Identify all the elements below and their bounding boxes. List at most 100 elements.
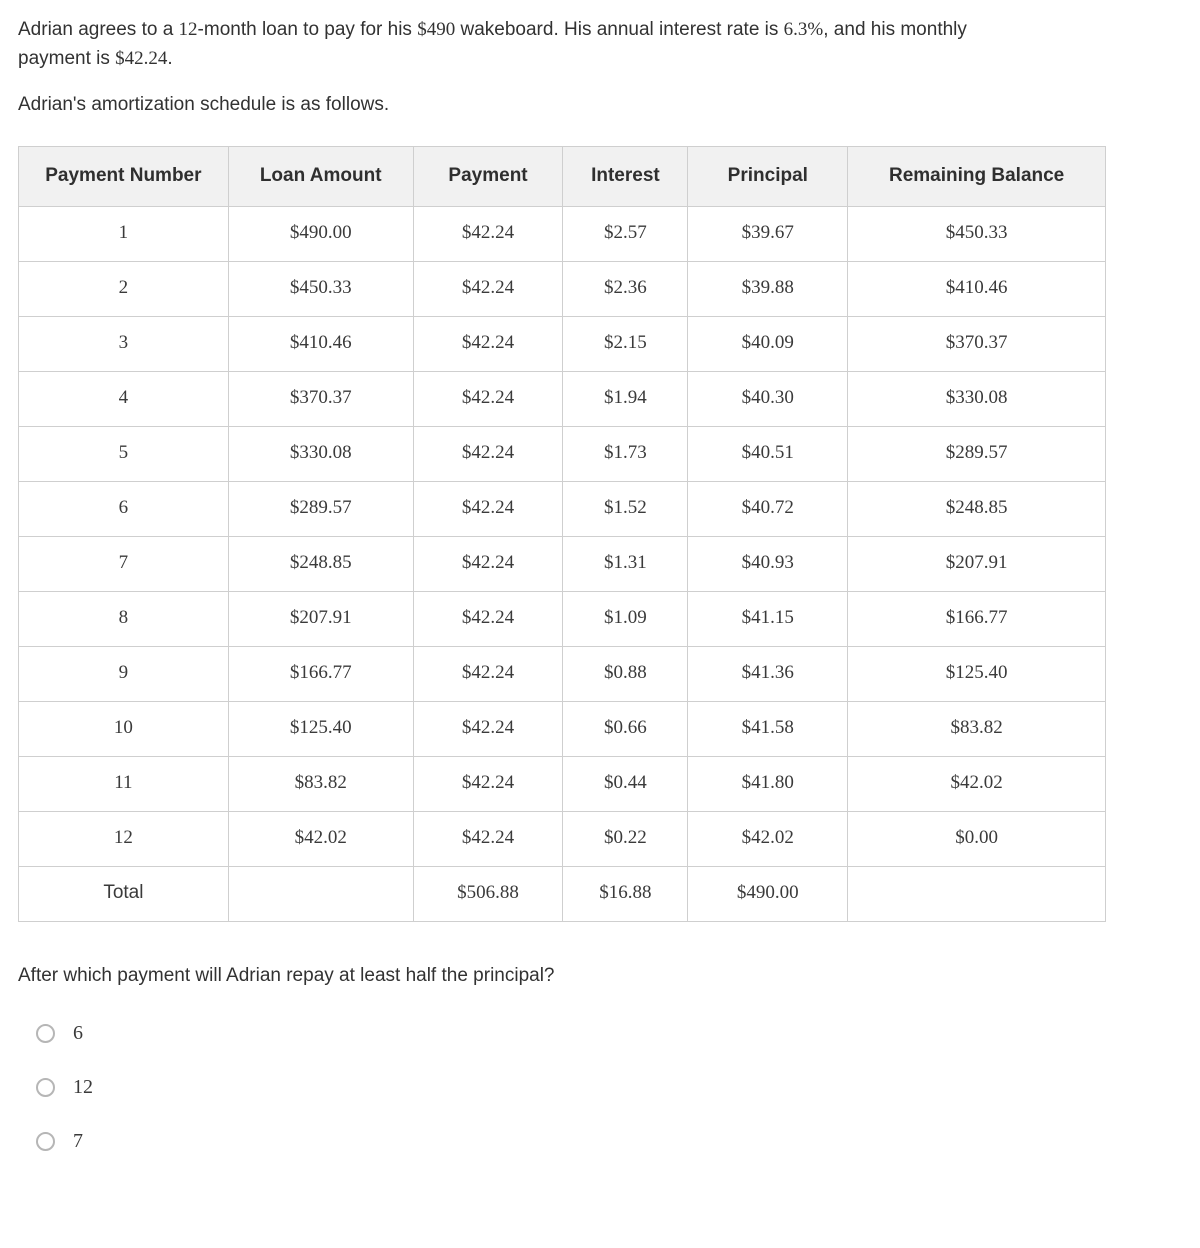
answer-options: 6 12 7 (18, 1018, 1182, 1156)
text: Adrian agrees to a (18, 19, 179, 40)
table-cell: $16.88 (563, 866, 688, 921)
table-cell: $42.24 (413, 811, 563, 866)
monthly-payment: $42.24 (115, 48, 167, 69)
table-cell: $0.22 (563, 811, 688, 866)
loan-months: 12 (179, 19, 198, 40)
table-cell: $42.24 (413, 481, 563, 536)
table-row: 8$207.91$42.24$1.09$41.15$166.77 (19, 591, 1106, 646)
table-row: Total $506.88$16.88$490.00 (19, 866, 1106, 921)
table-cell: $410.46 (848, 261, 1106, 316)
table-cell: $490.00 (688, 866, 848, 921)
option-row[interactable]: 6 (36, 1018, 1182, 1048)
table-cell: $1.52 (563, 481, 688, 536)
table-row: 10$125.40$42.24$0.66$41.58$83.82 (19, 701, 1106, 756)
amortization-table: Payment Number Loan Amount Payment Inter… (18, 146, 1106, 922)
table-cell: $289.57 (228, 481, 413, 536)
table-cell: $0.66 (563, 701, 688, 756)
table-cell: $450.33 (228, 261, 413, 316)
table-cell: $506.88 (413, 866, 563, 921)
table-cell: $41.36 (688, 646, 848, 701)
table-cell: $40.30 (688, 371, 848, 426)
col-header-loan-amount: Loan Amount (228, 146, 413, 206)
option-label: 7 (73, 1126, 83, 1156)
table-row: 5$330.08$42.24$1.73$40.51$289.57 (19, 426, 1106, 481)
problem-statement: Adrian agrees to a 12-month loan to pay … (18, 16, 1182, 73)
table-cell: 5 (19, 426, 229, 481)
table-cell: $2.15 (563, 316, 688, 371)
table-cell: $41.15 (688, 591, 848, 646)
text: , and his monthly (823, 19, 967, 40)
table-cell: $490.00 (228, 206, 413, 261)
text: . (167, 48, 172, 69)
table-cell: 3 (19, 316, 229, 371)
table-cell: $410.46 (228, 316, 413, 371)
table-cell: $370.37 (848, 316, 1106, 371)
table-cell: $42.24 (413, 316, 563, 371)
table-cell: $40.93 (688, 536, 848, 591)
option-row[interactable]: 7 (36, 1126, 1182, 1156)
table-cell: $2.57 (563, 206, 688, 261)
table-cell: $330.08 (228, 426, 413, 481)
table-row: 2$450.33$42.24$2.36$39.88$410.46 (19, 261, 1106, 316)
table-cell: 4 (19, 371, 229, 426)
price: $490 (417, 19, 455, 40)
table-cell: $40.72 (688, 481, 848, 536)
table-cell: $42.24 (413, 206, 563, 261)
question-text: After which payment will Adrian repay at… (18, 962, 1182, 991)
table-cell: $1.73 (563, 426, 688, 481)
table-cell: $370.37 (228, 371, 413, 426)
table-cell: $42.24 (413, 426, 563, 481)
table-cell: $40.51 (688, 426, 848, 481)
radio-icon[interactable] (36, 1078, 55, 1097)
table-cell: $41.58 (688, 701, 848, 756)
radio-icon[interactable] (36, 1132, 55, 1151)
schedule-intro: Adrian's amortization schedule is as fol… (18, 91, 1182, 120)
table-cell: $42.24 (413, 701, 563, 756)
table-cell: $83.82 (848, 701, 1106, 756)
radio-icon[interactable] (36, 1024, 55, 1043)
table-cell: $0.00 (848, 811, 1106, 866)
option-label: 12 (73, 1072, 93, 1102)
table-cell: $166.77 (228, 646, 413, 701)
table-cell: $42.24 (413, 646, 563, 701)
table-row: 7$248.85$42.24$1.31$40.93$207.91 (19, 536, 1106, 591)
table-row: 6$289.57$42.24$1.52$40.72$248.85 (19, 481, 1106, 536)
table-cell: $166.77 (848, 591, 1106, 646)
table-cell: $248.85 (228, 536, 413, 591)
table-cell: $40.09 (688, 316, 848, 371)
table-row: 1$490.00$42.24$2.57$39.67$450.33 (19, 206, 1106, 261)
table-cell: $42.24 (413, 591, 563, 646)
table-cell: 9 (19, 646, 229, 701)
col-header-payment: Payment (413, 146, 563, 206)
table-cell: $125.40 (228, 701, 413, 756)
table-cell: $1.94 (563, 371, 688, 426)
table-cell: $42.24 (413, 261, 563, 316)
table-cell: 2 (19, 261, 229, 316)
col-header-interest: Interest (563, 146, 688, 206)
col-header-payment-number: Payment Number (19, 146, 229, 206)
table-cell: 12 (19, 811, 229, 866)
table-cell: 11 (19, 756, 229, 811)
table-cell: $42.24 (413, 756, 563, 811)
text: wakeboard. His annual interest rate is (455, 19, 783, 40)
table-cell: 1 (19, 206, 229, 261)
table-row: 9$166.77$42.24$0.88$41.36$125.40 (19, 646, 1106, 701)
table-cell: 6 (19, 481, 229, 536)
table-cell: 7 (19, 536, 229, 591)
table-cell: $42.02 (688, 811, 848, 866)
table-cell: $0.88 (563, 646, 688, 701)
col-header-remaining: Remaining Balance (848, 146, 1106, 206)
table-header-row: Payment Number Loan Amount Payment Inter… (19, 146, 1106, 206)
table-cell: $450.33 (848, 206, 1106, 261)
table-cell: $83.82 (228, 756, 413, 811)
option-label: 6 (73, 1018, 83, 1048)
table-cell: $125.40 (848, 646, 1106, 701)
table-cell: $41.80 (688, 756, 848, 811)
option-row[interactable]: 12 (36, 1072, 1182, 1102)
table-cell: $1.09 (563, 591, 688, 646)
table-row: 11$83.82$42.24$0.44$41.80$42.02 (19, 756, 1106, 811)
table-cell: Total (19, 866, 229, 921)
text: -month loan to pay for his (198, 19, 418, 40)
table-cell: $42.24 (413, 536, 563, 591)
table-cell: 8 (19, 591, 229, 646)
